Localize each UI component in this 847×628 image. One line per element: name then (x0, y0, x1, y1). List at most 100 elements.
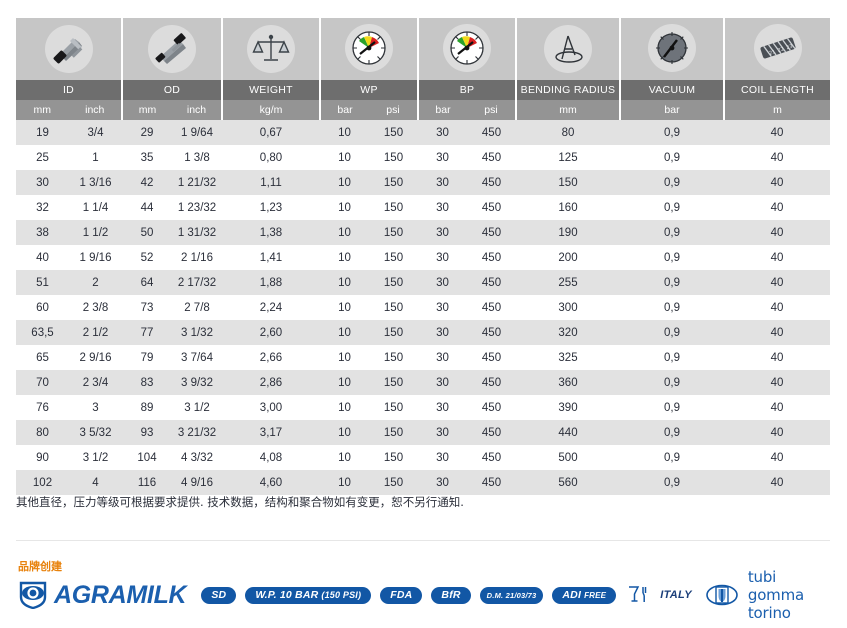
cell-value-wp-b: 150 (383, 276, 404, 289)
table-row: 90 3 1/2 104 4 3/32 4,08 10 150 30 450 500 0,9 40 (16, 445, 830, 470)
cell-value-id-b: 1 (92, 151, 99, 164)
column-header-bp: BP (418, 80, 517, 100)
header-icon-cell-bending-radius (516, 18, 621, 80)
cell-value-od-a: 64 (140, 276, 154, 289)
cell-value-id-b: 2 1/2 (82, 326, 109, 339)
cell-weight: 3,17 (222, 420, 320, 445)
cell-bending-radius: 190 (516, 220, 620, 245)
cell-id: 90 3 1/2 (16, 445, 122, 470)
table-row: 38 1 1/2 50 1 31/32 1,38 10 150 30 450 190 0,9 40 (16, 220, 830, 245)
cell-value-wp-b: 150 (383, 176, 404, 189)
cell-wp: 10 150 (320, 320, 418, 345)
cell-value-id-a: 76 (36, 401, 49, 414)
cell-id: 70 2 3/4 (16, 370, 122, 395)
brand-footer-row: AGRAMILK SD W.P. 10 BAR (150 PSI) FDA Bf… (18, 568, 830, 622)
cell-value-od-b: 1 23/32 (177, 201, 217, 214)
header-icon-cell-vacuum (620, 18, 725, 80)
cell-od: 89 3 1/2 (122, 395, 222, 420)
cell-value-id-a: 70 (36, 376, 49, 389)
cell-value-wp-a: 10 (338, 201, 351, 214)
cell-coil-length: 40 (724, 395, 830, 420)
table-row: 19 3/4 29 1 9/64 0,67 10 150 30 450 80 0,9 40 (16, 120, 830, 145)
specification-table-container: 21 22 23 ID OD WEIGHT WP BP BENDING RADI… (16, 18, 830, 495)
cell-value-bp-a: 30 (436, 126, 449, 139)
table-row: 80 3 5/32 93 3 21/32 3,17 10 150 30 450 440 0,9 40 (16, 420, 830, 445)
cell-value-id-b: 2 9/16 (79, 351, 112, 364)
cell-weight: 2,60 (222, 320, 320, 345)
header-icon-cell-bp (418, 18, 517, 80)
cell-value-wp-b: 150 (383, 301, 404, 314)
cell-value-od-b: 1 9/64 (181, 126, 213, 139)
unit-header-od: mm inch (122, 100, 223, 120)
badge-wp-suffix: (150 PSI) (321, 590, 362, 600)
cell-od: 44 1 23/32 (122, 195, 222, 220)
cell-value-wp-a: 10 (338, 351, 351, 364)
cell-id: 51 2 (16, 270, 122, 295)
table-row: 30 1 3/16 42 1 21/32 1,11 10 150 30 450 150 0,9 40 (16, 170, 830, 195)
cell-value-wp-b: 150 (383, 226, 404, 239)
cell-value-od-a: 79 (140, 351, 154, 364)
header-unit-row: mm inch mm inch kg/m bar psi (16, 100, 830, 120)
disclaimer-note: 其他直径，压力等级可根据要求提供. 技术数据，结构和聚合物如有变更，恕不另行通知… (16, 495, 464, 509)
cell-value-id-b: 1 3/16 (79, 176, 112, 189)
brand-name: AGRAMILK (54, 580, 187, 609)
agramilk-logo: AGRAMILK (18, 580, 187, 610)
cell-od: 52 2 1/16 (122, 245, 222, 270)
cell-bp: 30 450 (418, 245, 516, 270)
cell-value-id-b: 1 9/16 (79, 251, 112, 264)
cell-id: 32 1 1/4 (16, 195, 122, 220)
cell-bending-radius: 255 (516, 270, 620, 295)
cell-value-wp-a: 10 (338, 151, 351, 164)
cell-value-id-b: 4 (92, 476, 99, 489)
cell-value-od-a: 116 (137, 476, 157, 489)
balance-scale-icon (247, 25, 295, 73)
cell-weight: 4,60 (222, 470, 320, 495)
cell-value-bp-a: 30 (436, 401, 449, 414)
cell-wp: 10 150 (320, 270, 418, 295)
cell-value-bp-b: 450 (481, 326, 502, 339)
cell-value-bp-b: 450 (481, 351, 502, 364)
cell-value-wp-a: 10 (338, 126, 351, 139)
column-header-coil-length: COIL LENGTH (724, 80, 830, 100)
cell-od: 93 3 21/32 (122, 420, 222, 445)
cell-value-id-a: 60 (36, 301, 49, 314)
cell-bp: 30 450 (418, 145, 516, 170)
cell-vacuum: 0,9 (620, 470, 724, 495)
header-icon-row: 21 22 23 (16, 18, 830, 80)
cell-value-wp-a: 10 (338, 426, 351, 439)
header-group-row: ID OD WEIGHT WP BP BENDING RADIUS VACUUM… (16, 80, 830, 100)
cell-bending-radius: 80 (516, 120, 620, 145)
cell-coil-length: 40 (724, 470, 830, 495)
cell-weight: 1,41 (222, 245, 320, 270)
cell-od: 77 3 1/32 (122, 320, 222, 345)
cell-value-wp-b: 150 (383, 351, 404, 364)
cell-value-od-b: 2 1/16 (181, 251, 213, 264)
cell-value-bp-a: 30 (436, 451, 449, 464)
cell-bending-radius: 320 (516, 320, 620, 345)
cell-vacuum: 0,9 (620, 445, 724, 470)
cell-value-wp-b: 150 (383, 401, 404, 414)
cell-coil-length: 40 (724, 420, 830, 445)
cell-vacuum: 0,9 (620, 420, 724, 445)
cell-od: 50 1 31/32 (122, 220, 222, 245)
cell-value-bp-a: 30 (436, 351, 449, 364)
cell-bp: 30 450 (418, 220, 516, 245)
badge-sd: SD (201, 586, 237, 604)
cell-bending-radius: 560 (516, 470, 620, 495)
badge-fda-label: FDA (390, 589, 413, 601)
cell-value-wp-a: 10 (338, 376, 351, 389)
caliper-id-icon (44, 24, 93, 73)
cell-value-wp-b: 150 (383, 151, 404, 164)
cell-vacuum: 0,9 (620, 120, 724, 145)
cell-od: 83 3 9/32 (122, 370, 222, 395)
cell-value-od-a: 77 (140, 326, 154, 339)
cell-value-bp-b: 450 (481, 301, 502, 314)
cell-bending-radius: 150 (516, 170, 620, 195)
cell-bp: 30 450 (418, 470, 516, 495)
cell-wp: 10 150 (320, 470, 418, 495)
column-header-od: OD (122, 80, 223, 100)
table-row: 63,5 2 1/2 77 3 1/32 2,60 10 150 30 450 320 0,9 40 (16, 320, 830, 345)
food-safe-glass-fork-icon (627, 584, 647, 606)
cell-value-id-a: 40 (36, 251, 49, 264)
